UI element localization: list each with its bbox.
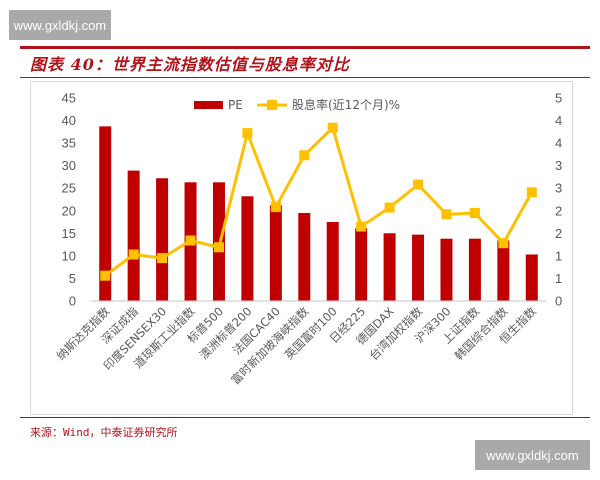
chart-frame xyxy=(30,81,573,415)
left-tick-label: 15 xyxy=(62,226,76,241)
right-tick-label: 4 xyxy=(555,136,562,151)
right-tick-label: 3 xyxy=(555,158,562,173)
legend-pe-label: PE xyxy=(228,98,243,112)
source-note: 来源：Wind，中泰证券研究所 xyxy=(30,426,178,439)
title-top-rule xyxy=(20,46,590,49)
yield-marker xyxy=(213,242,224,253)
yield-marker xyxy=(270,202,281,213)
pe-bar xyxy=(326,222,339,301)
category-labels: 纳斯达克指数深证成指印度SENSEX30道琼斯工业指数标普500澳洲标普200法… xyxy=(54,304,540,387)
dividend-yield-line xyxy=(100,122,537,281)
pe-bars xyxy=(99,126,538,301)
right-tick-label: 3 xyxy=(555,181,562,196)
pe-bar xyxy=(468,238,481,301)
left-tick-label: 5 xyxy=(69,271,76,286)
yield-marker xyxy=(242,128,253,139)
yield-marker xyxy=(327,122,338,133)
yield-line-path xyxy=(104,124,534,277)
source-rule xyxy=(20,417,590,418)
pe-bar xyxy=(525,254,538,301)
pe-bar xyxy=(127,170,140,301)
yield-marker xyxy=(299,150,310,161)
left-tick-label: 10 xyxy=(62,248,76,263)
legend: PE 股息率(近12个月)% xyxy=(194,97,400,112)
pe-bar xyxy=(241,196,254,301)
right-tick-label: 1 xyxy=(555,248,562,263)
right-axis-ticks: 0 1 1 2 2 3 3 4 4 5 xyxy=(555,91,562,309)
yield-marker xyxy=(356,221,367,232)
pe-bar xyxy=(412,234,425,301)
yield-marker xyxy=(128,249,139,260)
right-tick-label: 4 xyxy=(555,113,562,128)
yield-marker xyxy=(157,253,168,264)
yield-marker xyxy=(384,202,395,213)
left-tick-label: 0 xyxy=(69,294,76,309)
watermark-top: www.gxldkj.com xyxy=(9,10,111,40)
yield-marker xyxy=(469,207,480,218)
yield-marker xyxy=(100,270,111,281)
right-tick-label: 5 xyxy=(555,91,562,106)
left-tick-label: 20 xyxy=(62,203,76,218)
left-tick-label: 35 xyxy=(62,136,76,151)
legend-yield-swatch-marker xyxy=(267,100,277,110)
left-tick-label: 30 xyxy=(62,158,76,173)
left-tick-label: 25 xyxy=(62,181,76,196)
pe-bar xyxy=(440,238,453,301)
pe-bar xyxy=(383,233,396,301)
watermark-bottom: www.gxldkj.com xyxy=(475,440,590,470)
right-tick-label: 2 xyxy=(555,226,562,241)
pe-bar xyxy=(355,228,368,301)
yield-marker xyxy=(441,209,452,220)
left-axis-ticks: 0 5 10 15 20 25 30 35 40 45 xyxy=(62,91,76,309)
left-tick-label: 45 xyxy=(62,91,76,106)
right-tick-label: 1 xyxy=(555,271,562,286)
pe-bar xyxy=(298,212,311,301)
yield-marker xyxy=(413,179,424,190)
yield-marker xyxy=(498,238,509,249)
title-bottom-rule xyxy=(20,77,590,78)
figure-title: 图表 40：世界主流指数估值与股息率对比 xyxy=(30,55,350,74)
pe-bar xyxy=(156,178,169,301)
right-tick-label: 2 xyxy=(555,203,562,218)
left-tick-label: 40 xyxy=(62,113,76,128)
pe-bar xyxy=(497,240,510,301)
yield-marker xyxy=(185,235,196,246)
yield-marker xyxy=(526,187,537,198)
pe-bar xyxy=(99,126,112,301)
pe-bar xyxy=(269,205,282,301)
legend-yield-label: 股息率(近12个月)% xyxy=(292,97,400,112)
legend-pe-swatch xyxy=(194,101,223,109)
right-tick-label: 0 xyxy=(555,294,562,309)
